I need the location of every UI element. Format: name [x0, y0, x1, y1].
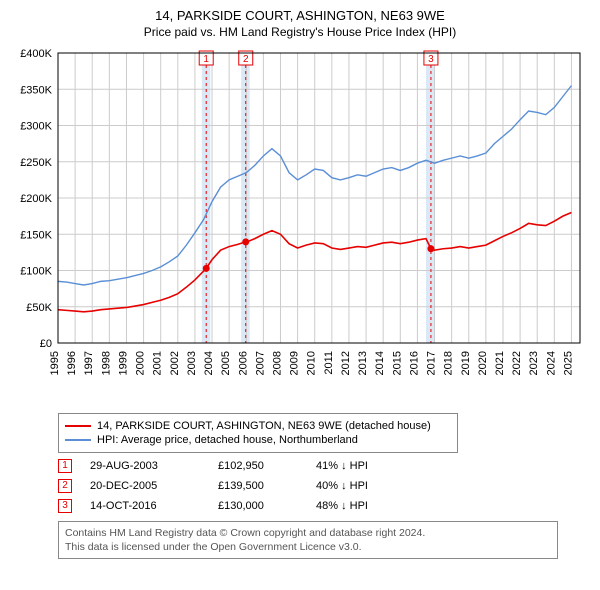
xtick-label: 2017	[426, 351, 438, 375]
xtick-label: 2014	[374, 351, 386, 375]
sale-marker-dot	[427, 245, 434, 252]
xtick-label: 2010	[306, 351, 318, 375]
sale-row: 2 20-DEC-2005 £139,500 40% ↓ HPI	[58, 479, 590, 493]
ytick-label: £50K	[26, 302, 52, 314]
xtick-label: 2025	[562, 351, 574, 375]
xtick-label: 1999	[117, 351, 129, 375]
xtick-label: 1998	[100, 351, 112, 375]
ytick-label: £400K	[20, 48, 52, 60]
sale-row: 3 14-OCT-2016 £130,000 48% ↓ HPI	[58, 499, 590, 513]
xtick-label: 2013	[357, 351, 369, 375]
ytick-label: £250K	[20, 157, 52, 169]
footer-line2: This data is licensed under the Open Gov…	[65, 540, 551, 554]
legend-label: 14, PARKSIDE COURT, ASHINGTON, NE63 9WE …	[97, 420, 431, 432]
legend-box: 14, PARKSIDE COURT, ASHINGTON, NE63 9WE …	[58, 413, 458, 453]
chart-title: 14, PARKSIDE COURT, ASHINGTON, NE63 9WE	[10, 8, 590, 23]
sale-date: 20-DEC-2005	[90, 480, 200, 492]
xtick-label: 2023	[528, 351, 540, 375]
sale-diff: 41% ↓ HPI	[316, 460, 406, 472]
sale-marker-dot	[242, 238, 249, 245]
sale-number: 2	[243, 54, 249, 65]
xtick-label: 2005	[220, 351, 232, 375]
sale-row: 1 29-AUG-2003 £102,950 41% ↓ HPI	[58, 459, 590, 473]
xtick-label: 2004	[203, 351, 215, 375]
sale-price: £130,000	[218, 500, 298, 512]
chart-area: £0 £50K £100K £150K £200K £250K £300K £350K £400…	[10, 45, 590, 405]
sale-marker-dot	[203, 265, 210, 272]
sale-marker: 3	[58, 499, 72, 513]
footer-line1: Contains HM Land Registry data © Crown c…	[65, 526, 551, 540]
legend-row: HPI: Average price, detached house, Nort…	[65, 434, 451, 446]
legend-label: HPI: Average price, detached house, Nort…	[97, 434, 358, 446]
sale-rows: 1 29-AUG-2003 £102,950 41% ↓ HPI 2 20-DEC-200…	[58, 459, 590, 513]
xtick-label: 2006	[237, 351, 249, 375]
footer-box: Contains HM Land Registry data © Crown c…	[58, 521, 558, 559]
sale-diff: 48% ↓ HPI	[316, 500, 406, 512]
sale-marker: 2	[58, 479, 72, 493]
xtick-label: 2011	[323, 351, 335, 375]
xtick-label: 2018	[443, 351, 455, 375]
ytick-label: £200K	[20, 193, 52, 205]
sale-date: 29-AUG-2003	[90, 460, 200, 472]
legend-swatch	[65, 425, 91, 427]
xtick-label: 2008	[271, 351, 283, 375]
xtick-label: 2007	[254, 351, 266, 375]
xtick-label: 1997	[83, 351, 95, 375]
ytick-label: £350K	[20, 84, 52, 96]
ytick-label: £150K	[20, 229, 52, 241]
sale-diff: 40% ↓ HPI	[316, 480, 406, 492]
sale-date: 14-OCT-2016	[90, 500, 200, 512]
xtick-label: 2015	[391, 351, 403, 375]
xtick-label: 2009	[289, 351, 301, 375]
chart-subtitle: Price paid vs. HM Land Registry's House …	[10, 25, 590, 39]
legend-row: 14, PARKSIDE COURT, ASHINGTON, NE63 9WE …	[65, 420, 451, 432]
ytick-label: £300K	[20, 121, 52, 133]
sale-price: £102,950	[218, 460, 298, 472]
xtick-label: 2012	[340, 351, 352, 375]
ytick-label: £0	[40, 338, 52, 350]
xtick-label: 2024	[545, 351, 557, 375]
sale-marker: 1	[58, 459, 72, 473]
xtick-label: 2002	[169, 351, 181, 375]
xtick-label: 2016	[408, 351, 420, 375]
xtick-label: 2019	[460, 351, 472, 375]
xtick-label: 2003	[186, 351, 198, 375]
xtick-label: 2022	[511, 351, 523, 375]
sale-number: 1	[203, 54, 209, 65]
xtick-label: 1996	[66, 351, 78, 375]
xtick-label: 2000	[135, 351, 147, 375]
xtick-label: 1995	[49, 351, 61, 375]
legend-swatch	[65, 439, 91, 441]
ytick-label: £100K	[20, 266, 52, 278]
sale-number: 3	[428, 54, 434, 65]
chart-svg: £0 £50K £100K £150K £200K £250K £300K £350K £400…	[10, 45, 590, 405]
xtick-label: 2020	[477, 351, 489, 375]
sale-price: £139,500	[218, 480, 298, 492]
xtick-label: 2001	[152, 351, 164, 375]
xtick-label: 2021	[494, 351, 506, 375]
